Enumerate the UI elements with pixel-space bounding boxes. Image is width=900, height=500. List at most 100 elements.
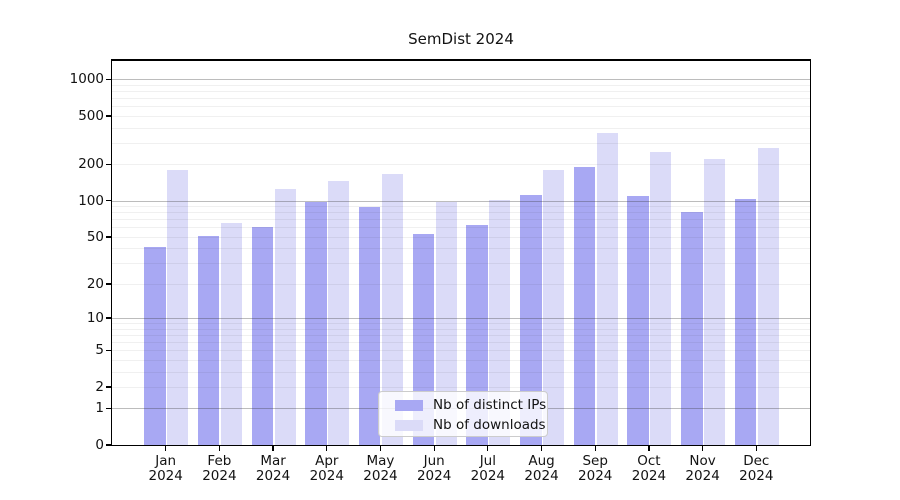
bar-downloads-apr (328, 180, 350, 445)
x-tick-mark (487, 445, 489, 451)
gridline-minor (112, 206, 810, 208)
x-tick-label-feb: Feb 2024 (187, 453, 251, 485)
y-tick-label: 20 (86, 275, 104, 292)
x-tick-mark (594, 445, 596, 451)
gridline-minor (112, 106, 810, 108)
x-tick-mark (326, 445, 328, 451)
y-tick-label: 1 (95, 400, 104, 417)
y-tick-mark (105, 444, 112, 446)
x-tick-year: 2024 (631, 468, 667, 484)
x-tick-label-jun: Jun 2024 (402, 452, 466, 485)
chart-title: SemDist 2024 (408, 30, 514, 48)
plot-area (110, 59, 812, 447)
bar-downloads-jun (435, 202, 457, 445)
axis-spine-right (810, 59, 812, 447)
bar-distinct-ips-jan (144, 247, 166, 445)
axis-spine-bottom (110, 444, 812, 447)
y-tick-label: 0 (95, 437, 104, 453)
gridline-minor (112, 219, 810, 221)
y-tick-mark (105, 115, 112, 117)
axis-spine-top (110, 59, 812, 61)
x-tick-year: 2024 (524, 468, 559, 484)
legend-swatch-downloads (395, 419, 423, 431)
x-tick-year: 2024 (363, 468, 398, 484)
x-tick-label-nov: Nov 2024 (671, 452, 735, 485)
y-tick-label: 5 (95, 342, 104, 359)
y-tick-label: 500 (78, 108, 104, 125)
bar-distinct-ips-jul (466, 224, 488, 445)
y-tick-mark (105, 236, 112, 238)
y-tick-mark (105, 386, 112, 388)
x-tick-year: 2024 (148, 468, 183, 484)
x-tick-label-aug: Aug 2024 (510, 452, 574, 485)
bar-distinct-ips-feb (197, 235, 220, 445)
y-tick-label: 2 (95, 378, 104, 395)
bar-downloads-nov (704, 159, 726, 445)
bar-distinct-ips-sep (573, 167, 596, 445)
x-tick-mark (165, 445, 167, 451)
gridline-minor (112, 91, 810, 93)
gridline-minor (112, 371, 810, 373)
x-tick-label-apr: Apr 2024 (295, 452, 359, 485)
gridline-minor (112, 236, 810, 238)
y-tick-mark (105, 78, 112, 81)
bar-downloads-aug (543, 170, 565, 445)
y-tick-mark (105, 317, 112, 319)
y-tick-mark (105, 163, 112, 165)
x-tick-label-jul: Jul 2024 (456, 453, 520, 485)
x-tick-year: 2024 (739, 468, 774, 484)
gridline-minor (112, 127, 810, 129)
gridline-minor (112, 248, 810, 250)
x-tick-year: 2024 (309, 468, 344, 484)
legend-swatch-distinct-ips (395, 399, 423, 411)
x-tick-label-oct: Oct 2024 (617, 452, 681, 485)
x-tick-mark (433, 445, 435, 451)
gridline-minor (112, 350, 810, 352)
bar-downloads-feb (220, 223, 242, 445)
x-tick-mark (218, 445, 221, 451)
y-tick-mark (105, 200, 112, 202)
gridline-minor (112, 283, 810, 285)
bar-downloads-oct (650, 151, 672, 445)
gridline-minor (112, 263, 810, 265)
y-tick-label: 50 (86, 228, 104, 245)
bar-distinct-ips-oct (627, 195, 649, 445)
x-tick-mark (272, 445, 274, 451)
bar-distinct-ips-may (358, 207, 381, 445)
x-tick-label-mar: Mar 2024 (241, 452, 305, 485)
x-tick-year: 2024 (578, 468, 613, 484)
x-tick-mark (648, 445, 650, 451)
x-tick-month: Apr (315, 452, 339, 469)
x-tick-label-dec: Dec 2024 (724, 452, 788, 485)
bar-downloads-sep (596, 133, 618, 445)
bar-downloads-jan (167, 170, 189, 445)
x-tick-mark (379, 445, 382, 451)
gridline-major (112, 318, 810, 320)
bar-distinct-ips-aug (520, 194, 542, 445)
gridline-minor (112, 386, 810, 388)
x-tick-mark (701, 445, 704, 451)
bar-downloads-may (381, 173, 403, 445)
x-tick-month: Jun (423, 452, 445, 469)
x-tick-month: Mar (260, 452, 286, 469)
x-tick-month: Oct (637, 452, 661, 469)
x-tick-year: 2024 (416, 468, 452, 484)
x-tick-year: 2024 (255, 468, 291, 484)
x-tick-month: Aug (528, 452, 555, 469)
gridline-major (112, 79, 810, 81)
x-tick-label-jan: Jan 2024 (134, 453, 198, 485)
gridline-minor (112, 328, 810, 330)
x-tick-month: Dec (743, 452, 770, 469)
bar-distinct-ips-dec (734, 198, 757, 445)
y-tick-mark (105, 283, 112, 285)
gridline-minor (112, 323, 810, 325)
axis-spine-left (110, 59, 112, 447)
bar-distinct-ips-nov (681, 211, 703, 445)
legend-item-distinct-ips: Nb of distinct IPs (379, 395, 546, 415)
bar-downloads-dec (757, 148, 779, 445)
x-tick-year: 2024 (470, 468, 506, 484)
x-tick-label-sep: Sep 2024 (563, 453, 627, 485)
gridline-minor (112, 212, 810, 214)
x-tick-month: Nov (689, 452, 716, 469)
bar-downloads-mar (274, 189, 296, 445)
